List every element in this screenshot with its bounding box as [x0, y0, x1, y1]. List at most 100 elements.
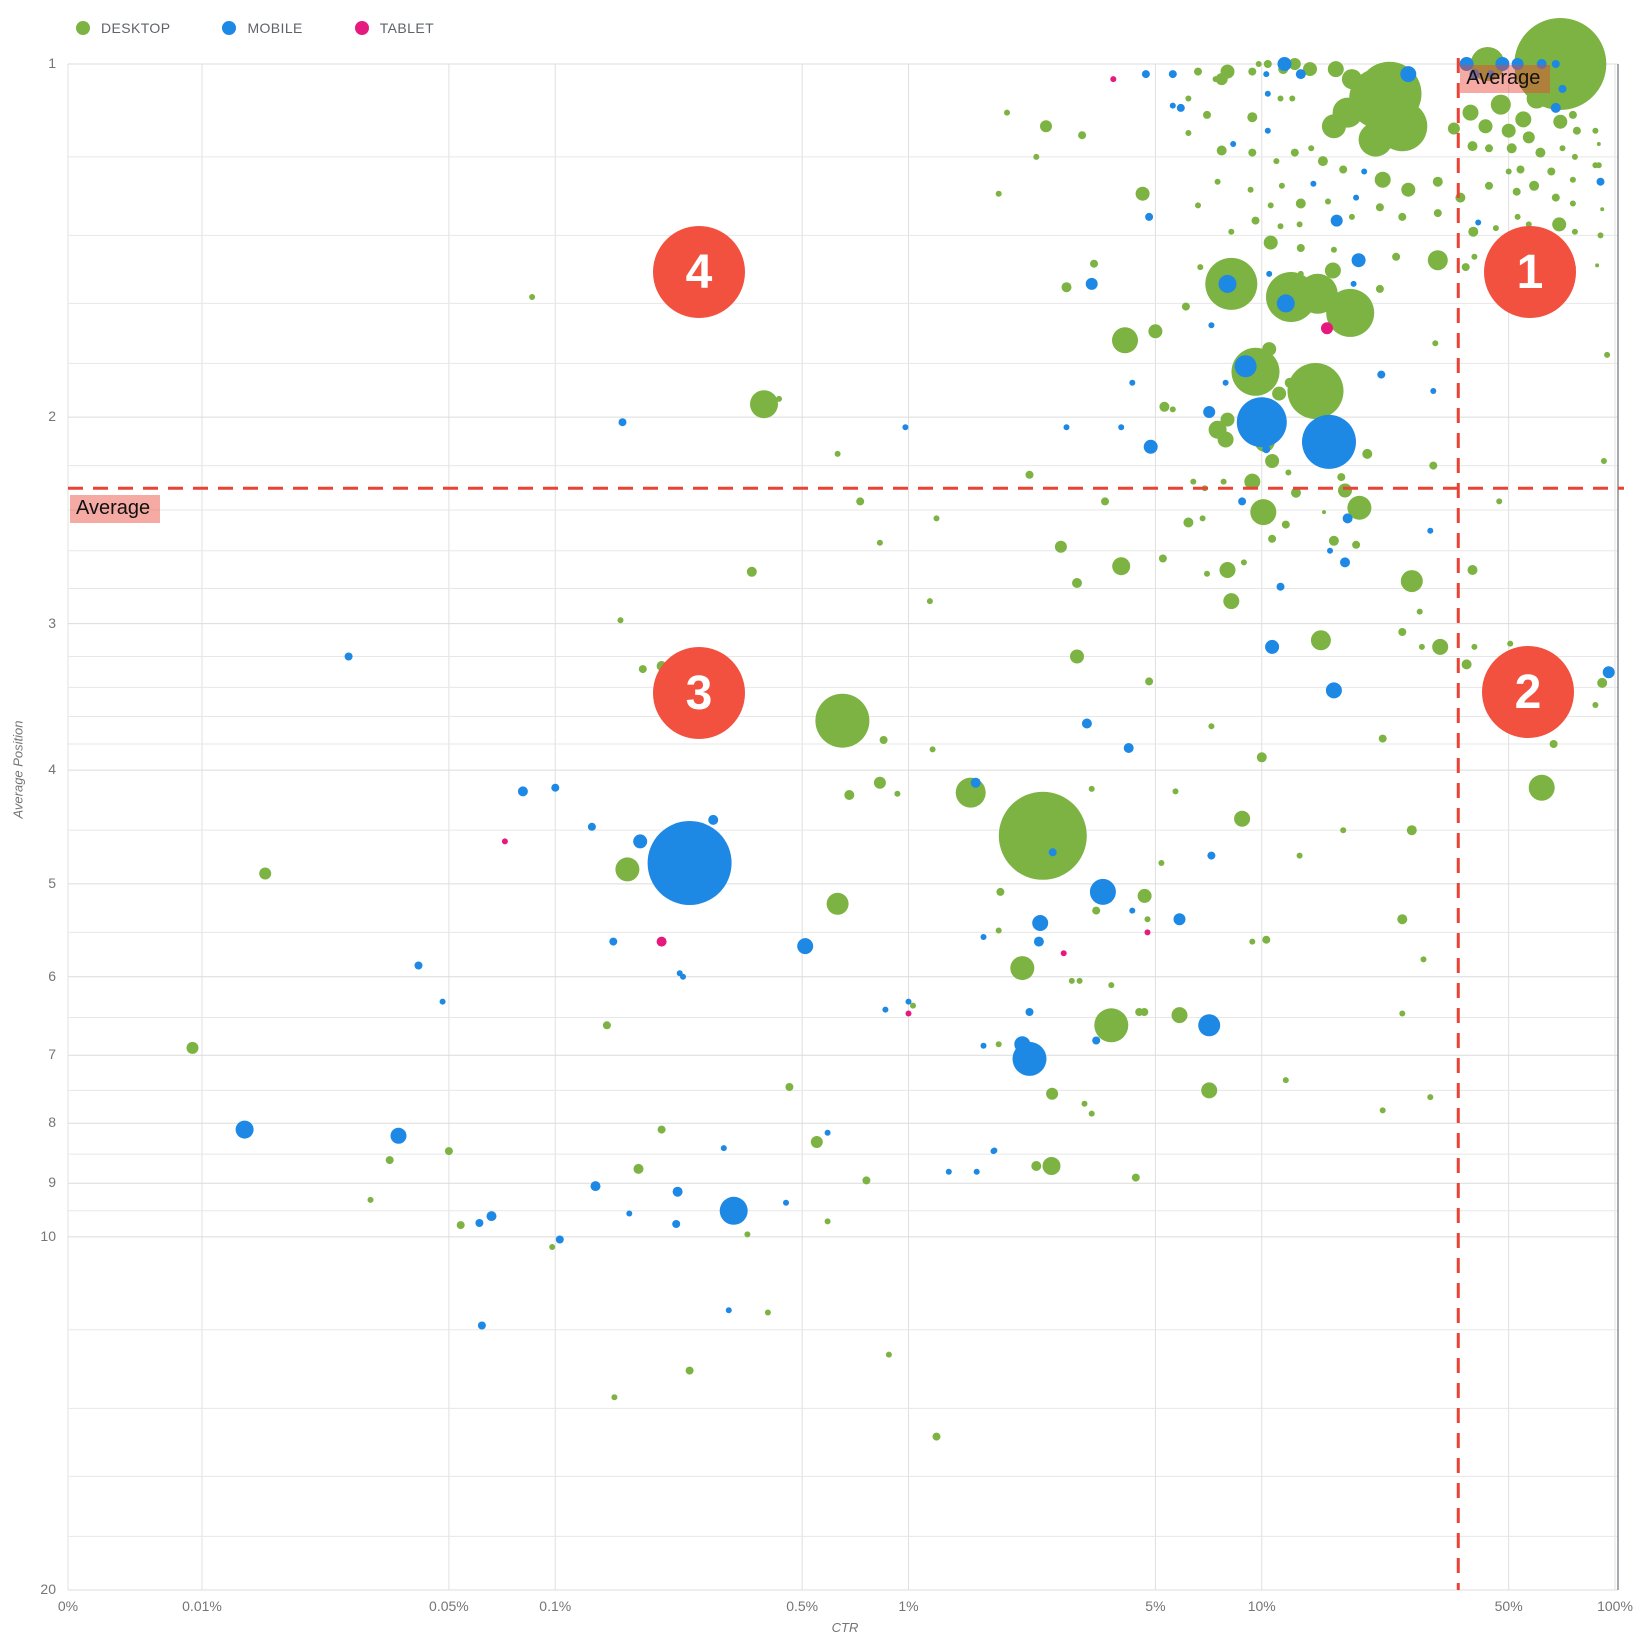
bubble-d[interactable] — [815, 693, 870, 748]
bubble-d[interactable] — [1135, 186, 1150, 201]
bubble-m[interactable] — [680, 973, 686, 980]
bubble-m[interactable] — [609, 937, 618, 946]
bubble-m[interactable] — [1263, 71, 1270, 78]
bubble-m[interactable] — [902, 424, 909, 431]
bubble-d[interactable] — [1529, 180, 1540, 191]
bubble-d[interactable] — [1285, 469, 1292, 476]
bubble-d[interactable] — [1515, 111, 1532, 128]
bubble-t[interactable] — [501, 838, 508, 845]
bubble-m[interactable] — [783, 1199, 789, 1206]
bubble-d[interactable] — [1010, 956, 1035, 981]
bubble-d[interactable] — [1268, 534, 1277, 543]
bubble-m[interactable] — [1143, 439, 1158, 454]
bubble-m[interactable] — [980, 1042, 987, 1049]
bubble-m[interactable] — [1295, 69, 1306, 80]
bubble-d[interactable] — [1282, 1077, 1289, 1084]
bubble-d[interactable] — [1401, 182, 1416, 197]
bubble-d[interactable] — [746, 566, 757, 577]
bubble-d[interactable] — [1324, 262, 1341, 279]
bubble-d[interactable] — [1296, 852, 1303, 859]
bubble-d[interactable] — [1338, 483, 1352, 498]
bubble-m[interactable] — [1377, 370, 1386, 379]
bubble-d[interactable] — [367, 1196, 374, 1203]
bubble-m[interactable] — [1025, 1008, 1034, 1016]
bubble-d[interactable] — [1547, 167, 1556, 176]
bubble-d[interactable] — [1400, 570, 1423, 593]
bubble-m[interactable] — [1327, 547, 1333, 554]
bubble-d[interactable] — [1525, 221, 1532, 228]
bubble-t[interactable] — [1110, 76, 1117, 83]
bubble-d[interactable] — [1137, 888, 1152, 903]
bubble-m[interactable] — [1340, 557, 1350, 568]
bubble-m[interactable] — [720, 1145, 727, 1152]
bubble-d[interactable] — [1088, 1110, 1095, 1117]
bubble-d[interactable] — [1559, 145, 1566, 152]
bubble-d[interactable] — [1471, 253, 1478, 260]
bubble-m[interactable] — [439, 998, 446, 1005]
bubble-d[interactable] — [1040, 120, 1052, 133]
bubble-m[interactable] — [1469, 69, 1480, 80]
bubble-m[interactable] — [1118, 424, 1125, 431]
bubble-d[interactable] — [1185, 130, 1192, 136]
bubble-d[interactable] — [1278, 182, 1285, 189]
bubble-d[interactable] — [1267, 202, 1274, 209]
bubble-d[interactable] — [1289, 95, 1296, 102]
bubble-m[interactable] — [1495, 57, 1510, 71]
bubble-m[interactable] — [882, 1006, 889, 1013]
bubble-m[interactable] — [708, 814, 719, 825]
bubble-d[interactable] — [1535, 147, 1546, 158]
bubble-m[interactable] — [1330, 214, 1343, 227]
bubble-m[interactable] — [1427, 527, 1434, 534]
bubble-d[interactable] — [1416, 608, 1423, 615]
bubble-m[interactable] — [980, 934, 987, 940]
bubble-m[interactable] — [973, 1168, 980, 1175]
bubble-d[interactable] — [1549, 740, 1558, 748]
bubble-m[interactable] — [1596, 177, 1605, 186]
bubble-d[interactable] — [1272, 386, 1287, 401]
bubble-d[interactable] — [1208, 723, 1215, 730]
bubble-m[interactable] — [1351, 253, 1366, 268]
bubble-d[interactable] — [1185, 95, 1192, 102]
bubble-d[interactable] — [1250, 499, 1277, 526]
bubble-d[interactable] — [1265, 454, 1280, 468]
bubble-m[interactable] — [970, 777, 981, 788]
bubble-d[interactable] — [1281, 520, 1290, 529]
bubble-m[interactable] — [1238, 497, 1247, 506]
bubble-m[interactable] — [1063, 424, 1070, 431]
bubble-d[interactable] — [385, 1156, 394, 1165]
bubble-d[interactable] — [1516, 165, 1525, 174]
bubble-d[interactable] — [1490, 94, 1511, 115]
bubble-d[interactable] — [1310, 630, 1331, 651]
bubble-d[interactable] — [1217, 431, 1234, 448]
bubble-d[interactable] — [1112, 327, 1138, 354]
bubble-d[interactable] — [1072, 578, 1082, 588]
bubble-d[interactable] — [1506, 143, 1517, 154]
bubble-d[interactable] — [1068, 977, 1075, 984]
bubble-m[interactable] — [1145, 212, 1154, 221]
bubble-d[interactable] — [1277, 95, 1284, 102]
bubble-d[interactable] — [1568, 110, 1577, 119]
bubble-m[interactable] — [719, 1196, 748, 1225]
bubble-d[interactable] — [1244, 473, 1261, 490]
bubble-d[interactable] — [1326, 288, 1375, 337]
bubble-d[interactable] — [1212, 76, 1219, 83]
bubble-d[interactable] — [1248, 67, 1257, 76]
bubble-d[interactable] — [615, 857, 640, 882]
bubble-d[interactable] — [1341, 69, 1362, 90]
bubble-m[interactable] — [1511, 58, 1524, 70]
bubble-m[interactable] — [1400, 66, 1417, 83]
bubble-d[interactable] — [1467, 141, 1478, 152]
bubble-d[interactable] — [1297, 273, 1338, 314]
bubble-m[interactable] — [1014, 1036, 1031, 1053]
bubble-d[interactable] — [1514, 213, 1521, 220]
bubble-d[interactable] — [1485, 144, 1493, 153]
bubble-m[interactable] — [1353, 194, 1360, 201]
legend-item-tablet[interactable]: TABLET — [354, 20, 434, 36]
bubble-d[interactable] — [1604, 351, 1611, 358]
bubble-d[interactable] — [1427, 250, 1448, 271]
bubble-t[interactable] — [1321, 322, 1333, 335]
bubble-d[interactable] — [1144, 916, 1151, 923]
bubble-d[interactable] — [1025, 470, 1034, 479]
bubble-m[interactable] — [1350, 280, 1357, 287]
bubble-d[interactable] — [1432, 638, 1449, 655]
